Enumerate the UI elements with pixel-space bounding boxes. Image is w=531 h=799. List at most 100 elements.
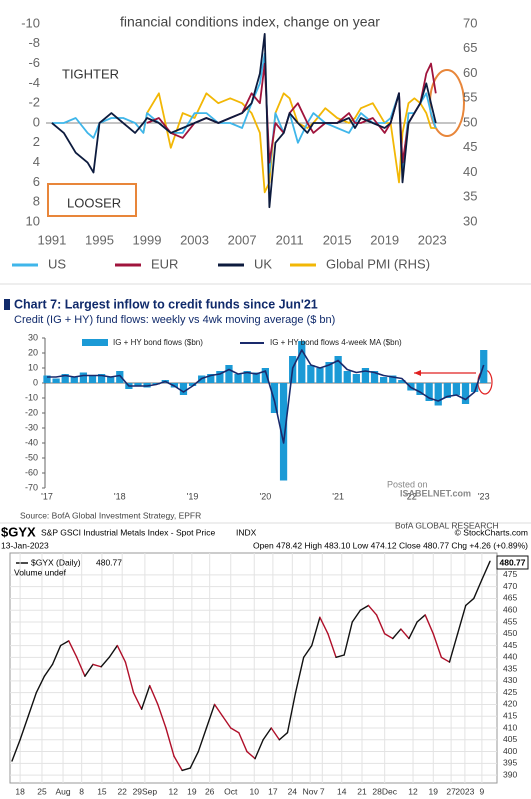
price-segment [432,633,443,659]
price-segment [448,633,459,663]
y-tick-label: 465 [503,593,517,603]
bar [134,383,142,386]
y2-tick-label: 30 [463,213,477,228]
y-tick-label: -10 [25,392,38,402]
bar [270,383,279,413]
legend-label: $GYX (Daily) [31,557,81,567]
y2-tick-label: 60 [463,65,477,80]
price-segment [140,684,151,710]
y-tick-label: -70 [25,482,38,492]
price-segment [408,621,418,640]
bar [207,374,215,383]
y-tick-label: 475 [503,569,517,579]
credit: BofA GLOBAL RESEARCH [395,520,499,530]
y-tick-label: 440 [503,652,517,662]
x-tick-label: '18 [114,491,126,501]
price-segment [473,578,483,600]
x-tick-label: 2003 [180,232,209,247]
legend-label: IG + HY bond flows 4-week MA ($bn) [270,338,402,347]
exchange: INDX [236,527,257,537]
price-segment [76,656,86,677]
bar [443,383,451,398]
legend-value: 480.77 [96,557,122,567]
y-tick-label: -8 [28,35,40,50]
y-tick-label: 2 [33,134,40,149]
y-tick-label: 460 [503,604,517,614]
y-tick-label: 400 [503,746,517,756]
price-segment [400,628,410,640]
price-segment [383,633,394,640]
x-tick-label: 19 [429,786,439,796]
y-tick-label: 30 [28,332,38,342]
x-tick-label: 18 [15,786,25,796]
price-segment [230,727,240,734]
annotation: LOOSER [67,195,121,210]
x-tick-label: '19 [187,491,199,501]
bar [343,371,351,383]
y-tick-label: 0 [33,377,38,387]
looser-box [47,183,137,217]
last-value-label: 480.77 [500,557,526,567]
y-tick-label: -10 [21,15,40,30]
price-segment [92,663,102,668]
price-segment [132,691,143,710]
x-tick-label: 2019 [370,232,399,247]
bar [70,377,78,383]
watermark: Posted on [387,479,428,489]
price-segment [189,750,200,769]
y-tick-label: -50 [25,452,38,462]
series-line [142,92,436,194]
y-tick-label: 6 [33,174,40,189]
source: Source: BofA Global Investment Strategy,… [20,510,201,520]
y-tick-label: 410 [503,722,517,732]
bar [243,371,251,383]
chart-title: Chart 7: Largest inflow to credit funds … [14,297,318,311]
legend-label: US [48,256,66,271]
y-tick-label: -40 [25,437,38,447]
x-tick-label: 1991 [37,232,66,247]
bar [416,383,424,395]
x-tick-label: Nov [303,786,319,796]
y-tick-label: 405 [503,734,517,744]
bar [88,375,97,383]
x-tick-label: 26 [205,786,215,796]
bar [116,371,124,383]
bar [298,341,306,383]
y-tick-label: 390 [503,769,517,779]
x-tick-label: Aug [55,786,70,796]
price-segment [286,691,297,734]
bar [279,383,288,481]
price-segment [100,656,110,668]
x-tick-label: 17 [268,786,278,796]
chart-title: financial conditions index, change on ye… [120,14,380,30]
x-tick-label: 2023 [455,786,474,796]
x-tick-label: 8 [79,786,84,796]
price-segment [108,644,119,659]
legend-swatch [82,339,108,346]
y-tick-label: 430 [503,675,517,685]
x-tick-label: 2015 [323,232,352,247]
legend-label: EUR [151,256,178,271]
bar [179,383,188,395]
x-tick-label: 19 [187,786,197,796]
bar [97,374,106,383]
bar [107,377,115,383]
bar [470,383,479,392]
y-tick-label: 20 [28,347,38,357]
bar [452,383,461,395]
price-segment [440,656,451,663]
x-tick-label: 28Dec [372,786,397,796]
price-segment [246,750,256,760]
x-tick-label: 25 [37,786,47,796]
price-segment [351,609,362,623]
y2-tick-label: 45 [463,139,477,154]
price-segment [302,644,313,659]
chart-subtitle: Credit (IG + HY) fund flows: weekly vs 4… [14,314,335,326]
price-segment [51,644,62,666]
quote: Open 478.42 High 483.10 Low 474.12 Close… [253,540,528,550]
y2-tick-label: 65 [463,40,477,55]
y-tick-label: -2 [28,95,40,110]
price-segment [359,604,370,611]
